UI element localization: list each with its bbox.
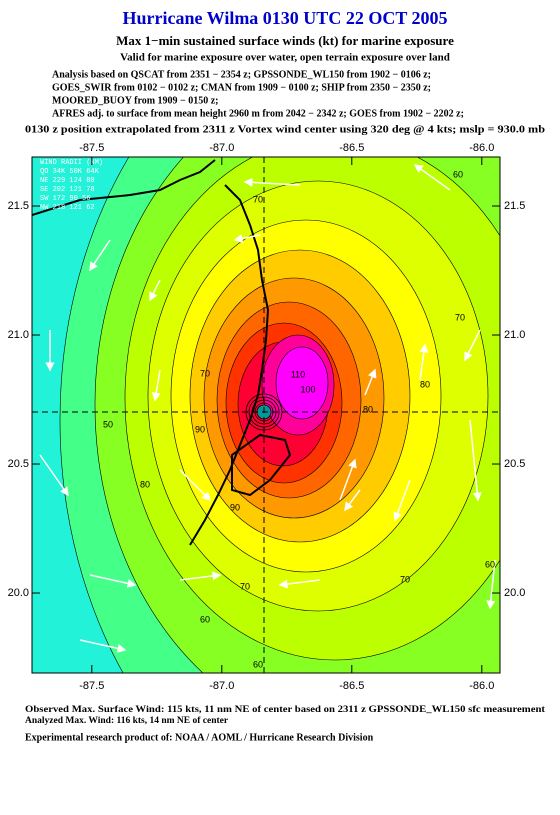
wind-band [275, 346, 329, 420]
wind-arrow [151, 369, 161, 402]
contour-label: 70 [240, 581, 250, 591]
position-line: 0130 z position extrapolated from 2311 z… [25, 124, 546, 135]
wind-arrow [233, 234, 261, 243]
x-tick-label: -86.5 [339, 680, 364, 692]
wind-arrow [243, 177, 301, 187]
y-tick-label: 21.5 [8, 200, 29, 212]
contour-label: 110 [291, 369, 305, 379]
radii-row: SE 202 121 78 [40, 186, 95, 194]
subtitle: Max 1−min sustained surface winds (kt) f… [116, 33, 454, 48]
x-tick-label: -86.5 [339, 142, 364, 154]
x-tick-label: -87.0 [209, 680, 234, 692]
validity: Valid for marine exposure over water, op… [120, 52, 450, 64]
island [231, 433, 292, 497]
footer-line: Analyzed Max. Wind: 116 kts, 14 nm NE of… [25, 716, 229, 726]
y-tick-label: 21.5 [504, 200, 525, 212]
radii-row: SW 172 90 56 [40, 195, 90, 203]
contour-label: 70 [253, 194, 263, 204]
wind-arrow [464, 329, 481, 362]
analysis-line: GOES_SWIR from 0102 − 0102 z; CMAN from … [52, 82, 431, 93]
wind-arrow [393, 479, 411, 522]
x-tick-label: -87.0 [209, 142, 234, 154]
wind-arrow [179, 469, 212, 502]
y-tick-label: 20.0 [504, 587, 525, 599]
contour-label: 100 [300, 384, 315, 394]
radii-title: WIND RADII (NM) [40, 159, 103, 167]
wind-arrow [413, 164, 451, 191]
wind-arrow [179, 571, 222, 581]
wind-arrow [419, 343, 429, 381]
contour-label: 80 [363, 404, 373, 414]
contour-label: 70 [455, 312, 465, 322]
wind-arrow [364, 368, 377, 396]
wind-arrow [344, 489, 361, 512]
contour-label: 70 [400, 574, 410, 584]
wind-arrow [278, 579, 321, 589]
wind-arrow [89, 239, 111, 272]
contour-label: 70 [200, 368, 210, 378]
footer-line: Experimental research product of: NOAA /… [25, 732, 374, 743]
y-tick-label: 20.0 [8, 587, 29, 599]
contour-label: 60 [253, 659, 263, 669]
x-tick-label: -86.0 [469, 142, 494, 154]
contour-label: 90 [230, 502, 240, 512]
radii-header: QD 34K 50K 64K [40, 168, 100, 176]
analysis-line: Analysis based on QSCAT from 2351 − 2354… [52, 69, 431, 80]
radii-row: NW 218 121 62 [40, 204, 95, 212]
contour-label: 80 [420, 379, 430, 389]
contour-label: 60 [485, 559, 495, 569]
analysis-line: MOORED_BUOY from 1909 − 0150 z; [52, 95, 219, 106]
x-tick-label: -87.5 [79, 142, 104, 154]
contour-label: 60 [453, 169, 463, 179]
title: Hurricane Wilma 0130 UTC 22 OCT 2005 [122, 8, 447, 28]
wind-arrow [149, 279, 161, 302]
footer-line: Observed Max. Surface Wind: 115 kts, 11 … [25, 705, 546, 715]
y-tick-label: 21.0 [504, 329, 525, 341]
coastline [32, 159, 270, 546]
wind-arrow [89, 574, 137, 588]
contour-label: 60 [200, 614, 210, 624]
frame [31, 156, 501, 674]
y-tick-label: 21.0 [8, 329, 29, 341]
y-tick-label: 20.5 [504, 458, 525, 470]
y-tick-label: 20.5 [8, 458, 29, 470]
contour-label: 90 [195, 424, 205, 434]
wind-arrow [339, 458, 357, 501]
contour-label: 80 [140, 479, 150, 489]
wind-field: 50 60 70 80 90 100 110 60 70 80 60 70 70 80 90 60 70 WIND… [32, 157, 500, 673]
wind-arrow [486, 559, 496, 610]
radii-row: NE 229 124 80 [40, 177, 95, 185]
x-tick-label: -87.5 [79, 680, 104, 692]
analysis-line: AFRES adj. to surface from mean height 2… [52, 108, 464, 119]
wind-arrow [79, 639, 127, 653]
x-tick-label: -86.0 [469, 680, 494, 692]
wind-arrow [39, 454, 69, 497]
contour-label: 50 [103, 419, 113, 429]
wind-arrow [469, 419, 482, 502]
